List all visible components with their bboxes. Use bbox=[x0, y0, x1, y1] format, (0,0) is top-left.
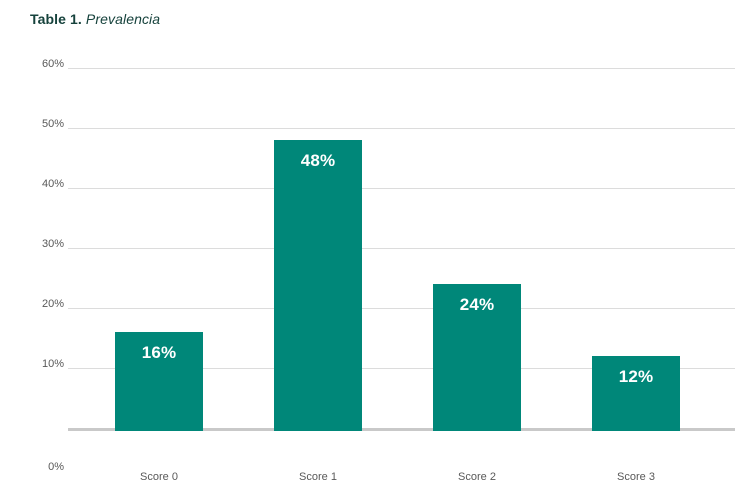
bar-score-0: 16% bbox=[115, 332, 203, 431]
bar-score-1: 48% bbox=[274, 140, 362, 431]
bar-score-3: 12% bbox=[592, 356, 680, 431]
y-axis-tick-label: 30% bbox=[41, 238, 64, 250]
y-axis-tick-label: 40% bbox=[41, 178, 64, 190]
bar-value-label: 12% bbox=[618, 367, 654, 386]
bar-value-label: 16% bbox=[141, 343, 177, 362]
gridline bbox=[68, 248, 735, 249]
gridline bbox=[68, 308, 735, 309]
gridline bbox=[68, 188, 735, 189]
y-axis-tick-label: 10% bbox=[41, 358, 64, 370]
y-axis-tick-label: 60% bbox=[41, 58, 64, 70]
y-axis-tick-label: 20% bbox=[41, 298, 64, 310]
y-axis-tick-label: 50% bbox=[41, 118, 64, 130]
y-axis-tick-label-zero: 0% bbox=[48, 461, 64, 473]
x-axis-category-label: Score 2 bbox=[458, 471, 496, 483]
figure-title: Table 1. Prevalencia bbox=[30, 11, 160, 27]
gridline bbox=[68, 128, 735, 129]
x-axis-category-label: Score 3 bbox=[617, 471, 655, 483]
x-axis-baseline bbox=[68, 428, 735, 431]
figure-title-text: Prevalencia bbox=[85, 11, 161, 27]
bar-value-label: 48% bbox=[300, 151, 336, 170]
gridline bbox=[68, 368, 735, 369]
plot-area bbox=[68, 68, 735, 431]
x-axis-category-label: Score 1 bbox=[299, 471, 337, 483]
gridline bbox=[68, 68, 735, 69]
figure-title-label: Table 1. bbox=[30, 11, 82, 27]
bar-score-2: 24% bbox=[433, 284, 521, 431]
x-axis-category-label: Score 0 bbox=[140, 471, 178, 483]
bar-value-label: 24% bbox=[459, 295, 495, 314]
